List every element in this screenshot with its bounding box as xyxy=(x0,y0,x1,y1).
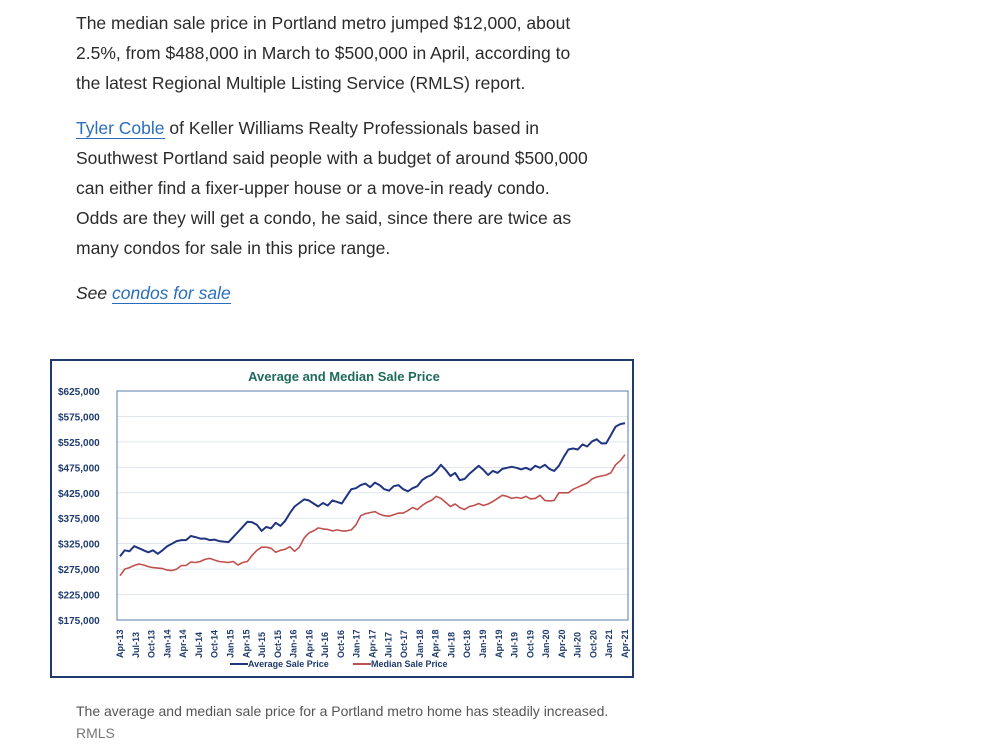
average-sale-price-line xyxy=(119,422,626,558)
y-tick-label: $525,000 xyxy=(58,438,100,449)
x-axis-ticks: Apr-13 Jul-13 Oct-13 Jan-14 Apr-14 Jul-14 Oct-… xyxy=(115,629,630,658)
x-tick-label: Jan-21 xyxy=(604,629,614,658)
y-tick-label: $475,000 xyxy=(58,463,100,474)
tyler-coble-link[interactable]: Tyler Coble xyxy=(76,118,165,139)
x-tick-label: Apr-13 xyxy=(115,629,125,658)
x-tick-label: Jan-15 xyxy=(225,629,235,658)
y-axis-ticks: $625,000 $575,000 $525,000 $475,000 $425,000… xyxy=(58,387,100,627)
chart-gridlines xyxy=(117,416,628,595)
see-also-line: See condos for sale xyxy=(76,278,596,308)
x-tick-label: Oct-17 xyxy=(399,630,409,658)
x-tick-label: Jan-17 xyxy=(352,629,362,658)
x-tick-label: Oct-15 xyxy=(273,630,283,658)
x-tick-label: Apr-15 xyxy=(241,629,251,658)
x-tick-label: Apr-16 xyxy=(304,629,314,658)
x-tick-label: Apr-14 xyxy=(178,629,188,658)
x-tick-label: Jan-16 xyxy=(289,629,299,658)
y-tick-label: $325,000 xyxy=(58,540,100,551)
x-tick-label: Apr-19 xyxy=(494,629,504,658)
figure-caption: The average and median sale price for a … xyxy=(76,700,616,744)
x-tick-label: Jan-18 xyxy=(415,629,425,658)
x-tick-label: Apr-20 xyxy=(557,629,567,658)
x-tick-label: Oct-16 xyxy=(336,630,346,658)
y-tick-label: $575,000 xyxy=(58,412,100,423)
x-tick-label: Oct-18 xyxy=(462,630,472,658)
x-tick-label: Oct-19 xyxy=(525,630,535,658)
x-tick-label: Jul-20 xyxy=(573,632,583,658)
legend-median-label: Median Sale Price xyxy=(371,659,448,669)
y-tick-label: $175,000 xyxy=(58,616,100,627)
x-tick-label: Apr-18 xyxy=(431,629,441,658)
condos-for-sale-link[interactable]: condos for sale xyxy=(112,283,231,304)
x-tick-label: Jan-14 xyxy=(162,629,172,658)
y-tick-label: $375,000 xyxy=(58,514,100,525)
x-tick-label: Oct-20 xyxy=(588,630,598,658)
chart-title: Average and Median Sale Price xyxy=(248,369,440,384)
x-tick-label: Jul-17 xyxy=(383,632,393,658)
legend-average-label: Average Sale Price xyxy=(248,659,329,669)
x-tick-label: Jan-20 xyxy=(541,629,551,658)
article-body: The median sale price in Portland metro … xyxy=(76,8,596,323)
x-tick-label: Jul-13 xyxy=(131,632,141,658)
y-tick-label: $625,000 xyxy=(58,387,100,398)
x-tick-label: Jul-15 xyxy=(257,632,267,658)
x-tick-label: Jan-19 xyxy=(478,629,488,658)
y-tick-label: $425,000 xyxy=(58,489,100,500)
paragraph-tyler-coble: Tyler Coble of Keller Williams Realty Pr… xyxy=(76,113,596,263)
y-tick-label: $275,000 xyxy=(58,565,100,576)
plot-area xyxy=(116,390,629,621)
paragraph-tyler-coble-text: of Keller Williams Realty Professionals … xyxy=(76,118,588,258)
chart-series xyxy=(119,422,626,577)
caption-credit: RMLS xyxy=(76,725,115,741)
x-tick-label: Oct-14 xyxy=(210,630,220,658)
x-tick-label: Oct-13 xyxy=(147,630,157,658)
chart-legend: Average Sale Price Median Sale Price xyxy=(230,659,448,669)
x-tick-label: Jul-14 xyxy=(194,632,204,658)
x-tick-label: Apr-21 xyxy=(620,629,630,658)
x-tick-label: Jul-19 xyxy=(510,632,520,658)
price-chart-figure: Average and Median Sale Price $625,000 $5… xyxy=(50,359,634,678)
see-prefix: See xyxy=(76,283,112,303)
y-tick-label: $225,000 xyxy=(58,591,100,602)
price-chart: Average and Median Sale Price $625,000 $5… xyxy=(58,369,630,669)
caption-text: The average and median sale price for a … xyxy=(76,703,609,719)
median-sale-price-line xyxy=(119,454,626,577)
x-tick-label: Jul-18 xyxy=(446,632,456,658)
paragraph-median-price: The median sale price in Portland metro … xyxy=(76,13,571,93)
x-tick-label: Jul-16 xyxy=(320,632,330,658)
x-tick-label: Apr-17 xyxy=(368,629,378,658)
